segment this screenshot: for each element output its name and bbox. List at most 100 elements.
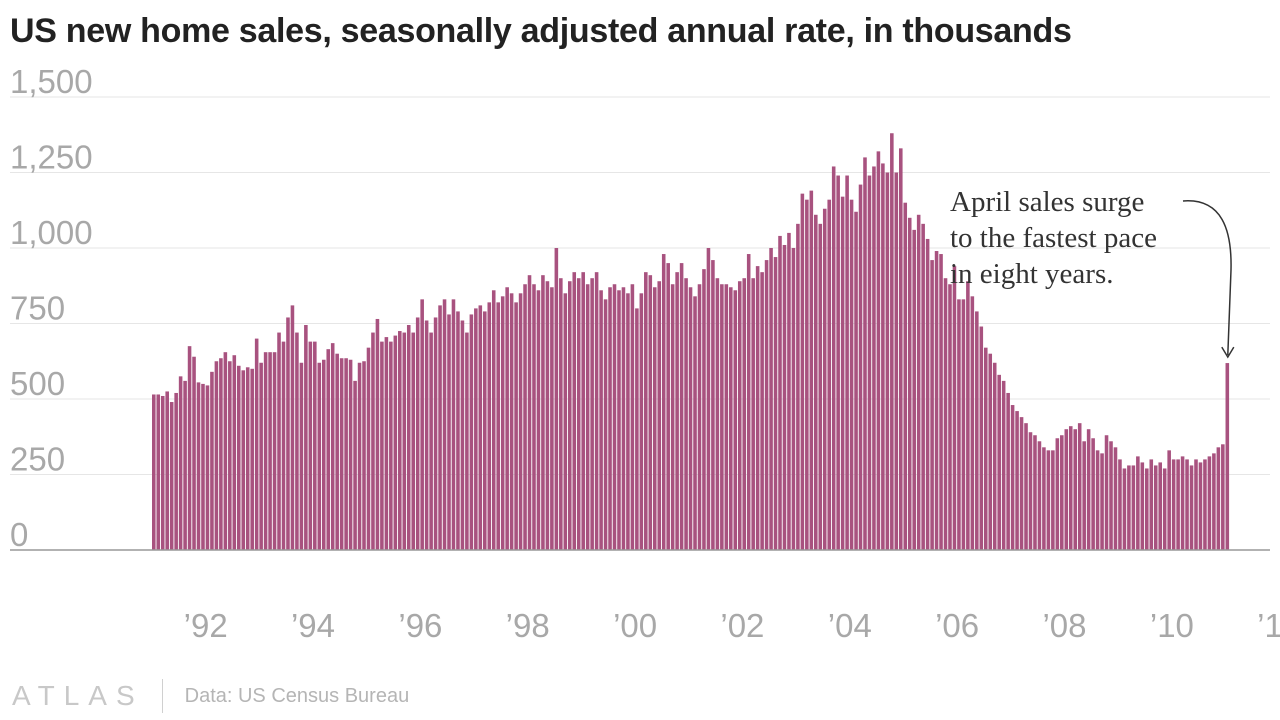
bar (1086, 429, 1091, 550)
bar (957, 299, 961, 550)
bar (523, 284, 527, 550)
bar (791, 248, 796, 550)
bar (952, 266, 957, 550)
bar (469, 314, 474, 550)
bar (688, 287, 693, 550)
bar (424, 320, 429, 550)
y-tick-label: 0 (10, 516, 28, 553)
x-tick-label: ’98 (506, 607, 550, 644)
bar (1167, 450, 1171, 550)
bar (867, 175, 872, 550)
bar (321, 359, 326, 550)
bar (156, 394, 161, 550)
bar (800, 193, 805, 550)
bar (818, 223, 823, 550)
bar (594, 272, 599, 550)
bars (152, 133, 1230, 551)
bar (737, 281, 742, 550)
bar (1158, 462, 1162, 550)
bar (585, 284, 590, 550)
bar (268, 352, 272, 550)
x-tick-label: ’00 (613, 607, 657, 644)
bar (617, 290, 621, 550)
bar (532, 284, 536, 550)
bar (1033, 435, 1037, 550)
bar (451, 299, 456, 550)
bar (599, 290, 603, 550)
annotation-arrowhead (1221, 346, 1235, 359)
bar (885, 172, 890, 550)
bar (210, 371, 214, 550)
chart-title: US new home sales, seasonally adjusted a… (10, 12, 1072, 50)
bar (1225, 363, 1230, 550)
bar (335, 353, 339, 550)
bar (228, 361, 232, 550)
bar (152, 394, 156, 550)
bar (1113, 447, 1118, 550)
bar (814, 214, 818, 550)
bar (907, 217, 912, 551)
bar (1185, 459, 1189, 550)
bar (644, 272, 648, 550)
bar (836, 175, 840, 550)
bar (576, 278, 581, 550)
bar (702, 269, 706, 550)
bar (411, 332, 416, 550)
bar (822, 208, 827, 551)
bar (214, 361, 219, 550)
bar (393, 335, 398, 550)
bar (236, 365, 241, 550)
bar (442, 299, 447, 550)
bar (295, 332, 299, 550)
bar (232, 355, 237, 550)
bar (1198, 462, 1203, 550)
bar (876, 151, 881, 551)
y-axis-ticks: 0 250 500 750 1,000 1,250 1,500 (10, 63, 93, 553)
bar (1091, 438, 1095, 550)
y-tick-label: 500 (10, 365, 65, 402)
bar (675, 272, 679, 550)
bar (1068, 426, 1073, 550)
bar (603, 299, 608, 550)
bar (304, 325, 308, 550)
bar (1064, 429, 1069, 550)
bar (559, 278, 563, 550)
bar (196, 382, 201, 550)
bar (263, 352, 268, 550)
bar (827, 199, 831, 550)
bar (326, 349, 331, 550)
annotation-line-1: April sales surge (950, 186, 1144, 218)
bar (1221, 444, 1225, 550)
bar (219, 358, 223, 550)
bar (1104, 435, 1109, 550)
bar (1015, 411, 1019, 550)
bar (541, 275, 545, 550)
x-tick-label: ’94 (291, 607, 335, 644)
bar (755, 266, 760, 550)
bar (554, 248, 559, 550)
bar (746, 254, 751, 551)
bar (496, 302, 500, 550)
y-tick-label: 1,250 (10, 139, 93, 176)
bar (1082, 441, 1086, 550)
bar (742, 278, 747, 550)
bar (1203, 459, 1207, 550)
bar (948, 284, 952, 550)
bar (415, 317, 420, 550)
bar (1149, 459, 1154, 550)
bar (912, 229, 916, 550)
bar (1001, 380, 1006, 550)
bar (380, 341, 384, 550)
bar (500, 296, 505, 550)
bar (970, 296, 975, 550)
x-tick-label: ’02 (720, 607, 764, 644)
bar (250, 368, 254, 550)
bar (711, 260, 715, 550)
bar (536, 290, 541, 550)
bar (183, 380, 187, 550)
bar (398, 331, 402, 550)
bar (1055, 438, 1060, 550)
bar (429, 332, 433, 550)
bar (438, 305, 442, 550)
bar (1127, 465, 1131, 550)
